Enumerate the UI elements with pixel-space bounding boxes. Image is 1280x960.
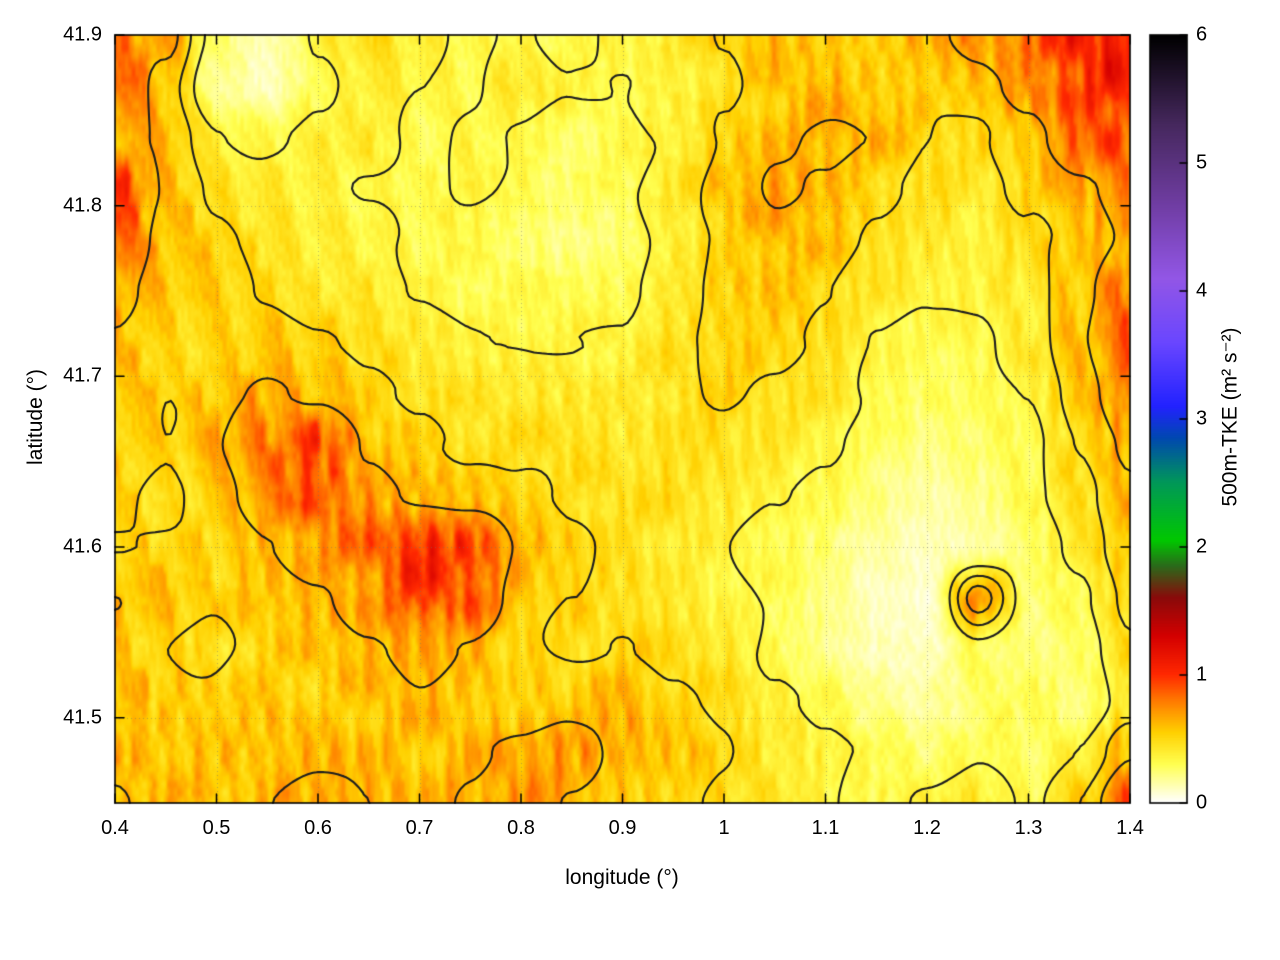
x-tick-label: 1.3 bbox=[1014, 817, 1043, 839]
x-tick-label: 0.8 bbox=[507, 817, 535, 839]
y-axis-title: latitude (°) bbox=[24, 369, 47, 465]
x-tick-label: 1.1 bbox=[811, 817, 840, 839]
x-tick-label: 1.2 bbox=[913, 817, 941, 839]
colorbar-tick-label: 5 bbox=[1196, 151, 1208, 174]
colorbar-tick-label: 2 bbox=[1196, 535, 1208, 558]
colorbar-tick-label: 0 bbox=[1196, 791, 1208, 814]
y-tick-label: 41.9 bbox=[63, 23, 102, 46]
colorbar-tick-label: 4 bbox=[1196, 279, 1208, 302]
y-tick-label: 41.7 bbox=[63, 364, 102, 387]
y-tick-label: 41.6 bbox=[63, 535, 102, 558]
x-axis-title: longitude (°) bbox=[565, 866, 679, 889]
y-tick-label: 41.5 bbox=[63, 706, 102, 729]
x-tick-label: 0.9 bbox=[608, 817, 637, 839]
x-tick-label: 0.6 bbox=[304, 817, 332, 839]
colorbar-title: 500m-TKE (m² s⁻²) bbox=[1218, 327, 1242, 507]
x-tick-label: 0.5 bbox=[202, 817, 231, 839]
colorbar-tick-label: 3 bbox=[1196, 407, 1208, 430]
y-tick-label: 41.8 bbox=[63, 194, 102, 217]
x-tick-label: 0.4 bbox=[101, 817, 129, 839]
x-tick-label: 1 bbox=[718, 817, 730, 839]
colorbar-tick-label: 1 bbox=[1196, 663, 1208, 686]
x-tick-label: 0.7 bbox=[405, 817, 434, 839]
x-tick-label: 1.4 bbox=[1116, 817, 1144, 839]
colorbar-tick-label: 6 bbox=[1196, 23, 1208, 46]
